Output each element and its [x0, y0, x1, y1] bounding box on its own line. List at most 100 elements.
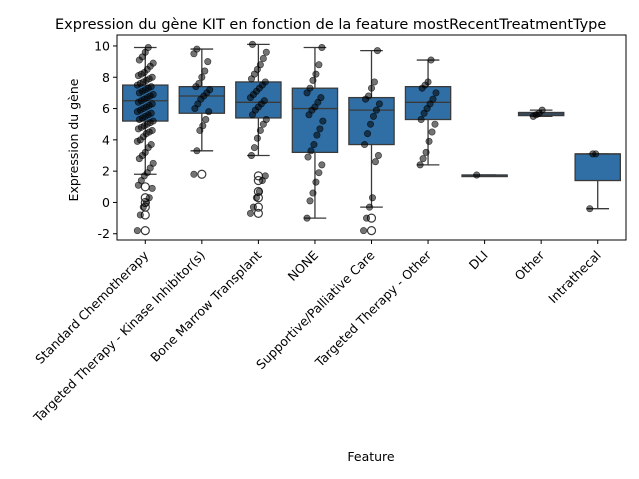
data-point: [261, 172, 269, 180]
data-point: [317, 94, 325, 102]
data-point: [369, 112, 377, 120]
box-group: [461, 174, 508, 178]
x-axis-label: Feature: [347, 449, 395, 464]
data-point: [313, 131, 321, 139]
data-point: [416, 161, 424, 169]
box-group: [178, 48, 226, 179]
data-point: [592, 150, 600, 158]
data-point: [367, 84, 375, 92]
data-point: [586, 205, 594, 213]
strip-group: [190, 45, 214, 178]
strip-group: [246, 40, 270, 217]
data-point: [253, 134, 261, 142]
data-point: [148, 126, 156, 134]
data-point: [149, 117, 157, 125]
plot-area: [116, 34, 627, 241]
data-point: [148, 100, 156, 108]
data-point: [429, 95, 437, 103]
data-point: [375, 100, 383, 108]
strip-group: [133, 44, 157, 235]
y-axis: -2 0 2 4 6 8 10: [94, 38, 117, 241]
data-point: [306, 197, 314, 205]
data-point: [318, 44, 326, 52]
data-point: [144, 44, 152, 52]
y-tick-label: 10: [94, 38, 110, 53]
data-point: [473, 171, 481, 179]
data-point: [147, 83, 155, 91]
data-point: [256, 126, 264, 134]
data-point: [316, 125, 324, 133]
outlier-marker: [197, 169, 207, 179]
data-point: [307, 147, 315, 155]
strip-group: [303, 44, 327, 222]
y-tick-label: 8: [102, 70, 110, 85]
data-point: [422, 148, 430, 156]
data-point: [262, 48, 270, 56]
data-point: [193, 147, 201, 155]
data-point: [198, 73, 206, 81]
data-point: [370, 78, 378, 86]
data-point: [427, 56, 435, 64]
data-point: [319, 117, 327, 125]
data-point: [261, 78, 269, 86]
data-point: [373, 47, 381, 55]
data-point: [136, 211, 144, 219]
outlier-marker: [253, 208, 263, 218]
strip-group: [473, 171, 481, 179]
data-point: [306, 84, 314, 92]
outlier-marker: [140, 226, 150, 236]
data-point: [145, 194, 153, 202]
chart-title: Expression du gène KIT en fonction de la…: [55, 17, 606, 33]
data-point: [368, 194, 376, 202]
box: [574, 153, 621, 182]
y-tick-label: 2: [102, 164, 110, 179]
strip-group: [360, 47, 383, 235]
data-point: [256, 61, 264, 69]
data-point: [147, 141, 155, 149]
data-point: [538, 106, 546, 114]
data-point: [310, 141, 318, 149]
data-point: [190, 170, 198, 178]
data-point: [147, 109, 155, 117]
data-point: [201, 67, 209, 75]
data-point: [204, 58, 212, 66]
data-point: [195, 80, 203, 88]
data-point: [312, 178, 320, 186]
data-point: [255, 187, 263, 195]
data-point: [133, 227, 141, 235]
y-tick-label: 4: [102, 132, 110, 147]
data-point: [250, 144, 258, 152]
data-point: [315, 169, 323, 177]
data-point: [318, 161, 326, 169]
y-tick-label: -2: [98, 226, 110, 241]
data-point: [367, 120, 375, 128]
data-point: [202, 116, 210, 124]
data-point: [304, 153, 312, 161]
strip-group: [586, 150, 600, 213]
data-point: [364, 130, 372, 138]
data-point: [372, 106, 380, 114]
y-axis-label: Expression du gène: [66, 78, 81, 201]
data-point: [246, 209, 254, 217]
data-point: [148, 73, 156, 81]
data-point: [371, 158, 379, 166]
data-point: [419, 155, 427, 163]
data-point: [361, 141, 369, 149]
data-point: [312, 70, 320, 78]
outlier-marker: [366, 226, 377, 236]
y-tick-label: 0: [102, 195, 110, 210]
data-point: [303, 214, 311, 222]
data-point: [428, 128, 436, 136]
data-point: [260, 97, 268, 105]
data-point: [366, 203, 374, 211]
data-point: [206, 86, 214, 94]
data-point: [363, 214, 371, 222]
data-point: [247, 151, 255, 159]
data-point: [417, 116, 425, 124]
data-point: [193, 45, 201, 53]
data-point: [149, 159, 157, 167]
data-point: [252, 194, 260, 202]
data-point: [425, 137, 433, 145]
data-point: [309, 76, 317, 84]
